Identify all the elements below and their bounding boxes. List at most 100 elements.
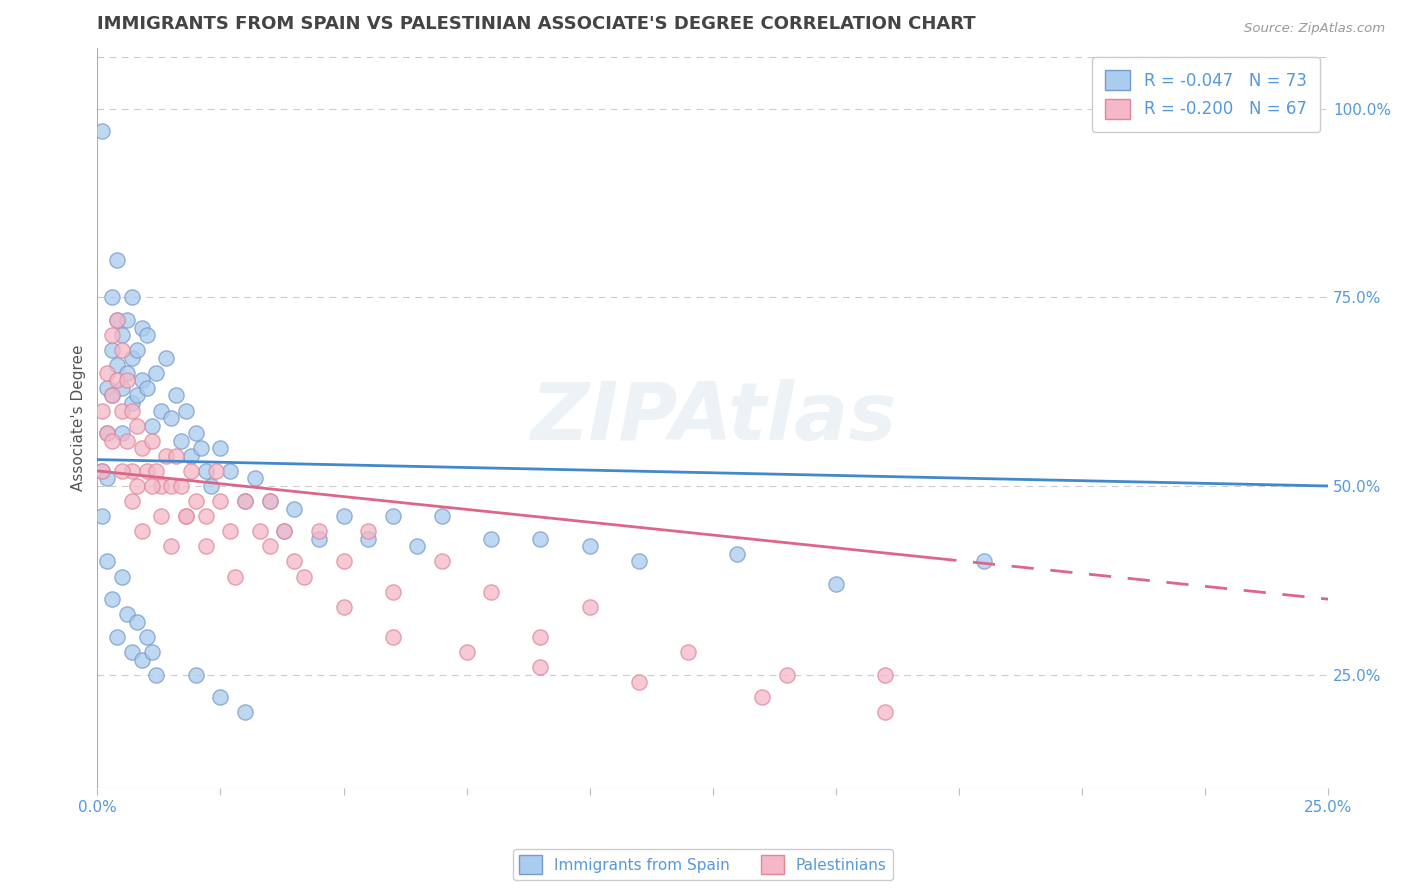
Point — [121, 351, 143, 365]
Point — [775, 667, 797, 681]
Point — [174, 403, 197, 417]
Point — [233, 494, 256, 508]
Point — [125, 479, 148, 493]
Point — [676, 645, 699, 659]
Point — [627, 554, 650, 568]
Point — [135, 381, 157, 395]
Point — [135, 464, 157, 478]
Point — [529, 630, 551, 644]
Point — [174, 509, 197, 524]
Point — [479, 532, 502, 546]
Point — [101, 290, 124, 304]
Point — [101, 388, 124, 402]
Point — [105, 630, 128, 644]
Point — [259, 494, 281, 508]
Point — [150, 509, 173, 524]
Point — [115, 434, 138, 448]
Point — [200, 479, 222, 493]
Point — [973, 554, 995, 568]
Point — [111, 381, 134, 395]
Point — [96, 471, 118, 485]
Point — [141, 645, 163, 659]
Point — [131, 442, 153, 456]
Point — [96, 426, 118, 441]
Point — [91, 464, 114, 478]
Legend: R = -0.047   N = 73, R = -0.200   N = 67: R = -0.047 N = 73, R = -0.200 N = 67 — [1092, 57, 1320, 132]
Point — [259, 494, 281, 508]
Point — [145, 366, 167, 380]
Point — [381, 584, 404, 599]
Point — [381, 509, 404, 524]
Text: Source: ZipAtlas.com: Source: ZipAtlas.com — [1244, 22, 1385, 36]
Point — [121, 396, 143, 410]
Point — [125, 388, 148, 402]
Point — [155, 449, 177, 463]
Point — [308, 524, 330, 539]
Point — [209, 690, 232, 705]
Point — [101, 343, 124, 358]
Point — [529, 532, 551, 546]
Point — [873, 667, 896, 681]
Point — [308, 532, 330, 546]
Point — [135, 630, 157, 644]
Point — [91, 464, 114, 478]
Point — [160, 411, 183, 425]
Point — [111, 343, 134, 358]
Point — [165, 449, 187, 463]
Point — [96, 381, 118, 395]
Point — [357, 532, 380, 546]
Point — [332, 554, 354, 568]
Point — [873, 706, 896, 720]
Point — [174, 509, 197, 524]
Point — [170, 434, 193, 448]
Text: IMMIGRANTS FROM SPAIN VS PALESTINIAN ASSOCIATE'S DEGREE CORRELATION CHART: IMMIGRANTS FROM SPAIN VS PALESTINIAN ASS… — [97, 15, 976, 33]
Point — [101, 434, 124, 448]
Point — [150, 403, 173, 417]
Point — [115, 366, 138, 380]
Point — [91, 509, 114, 524]
Point — [233, 494, 256, 508]
Point — [243, 471, 266, 485]
Text: ZIPAtlas: ZIPAtlas — [530, 379, 896, 457]
Point — [115, 373, 138, 387]
Point — [145, 464, 167, 478]
Point — [165, 388, 187, 402]
Point — [456, 645, 478, 659]
Point — [121, 494, 143, 508]
Point — [224, 569, 246, 583]
Point — [430, 509, 453, 524]
Point — [101, 388, 124, 402]
Point — [180, 464, 202, 478]
Point — [332, 509, 354, 524]
Point — [273, 524, 295, 539]
Point — [249, 524, 271, 539]
Point — [145, 667, 167, 681]
Point — [209, 494, 232, 508]
Point — [479, 584, 502, 599]
Point — [96, 366, 118, 380]
Point — [121, 403, 143, 417]
Point — [96, 554, 118, 568]
Point — [824, 577, 846, 591]
Point — [105, 313, 128, 327]
Point — [111, 426, 134, 441]
Point — [184, 667, 207, 681]
Point — [131, 320, 153, 334]
Point — [529, 660, 551, 674]
Point — [273, 524, 295, 539]
Point — [160, 479, 183, 493]
Legend: Immigrants from Spain, Palestinians: Immigrants from Spain, Palestinians — [513, 849, 893, 880]
Point — [141, 418, 163, 433]
Point — [381, 630, 404, 644]
Point — [190, 442, 212, 456]
Point — [259, 539, 281, 553]
Point — [194, 509, 217, 524]
Point — [105, 313, 128, 327]
Point — [627, 675, 650, 690]
Point — [332, 599, 354, 614]
Point — [357, 524, 380, 539]
Point — [125, 418, 148, 433]
Point — [283, 501, 305, 516]
Point — [160, 539, 183, 553]
Point — [111, 569, 134, 583]
